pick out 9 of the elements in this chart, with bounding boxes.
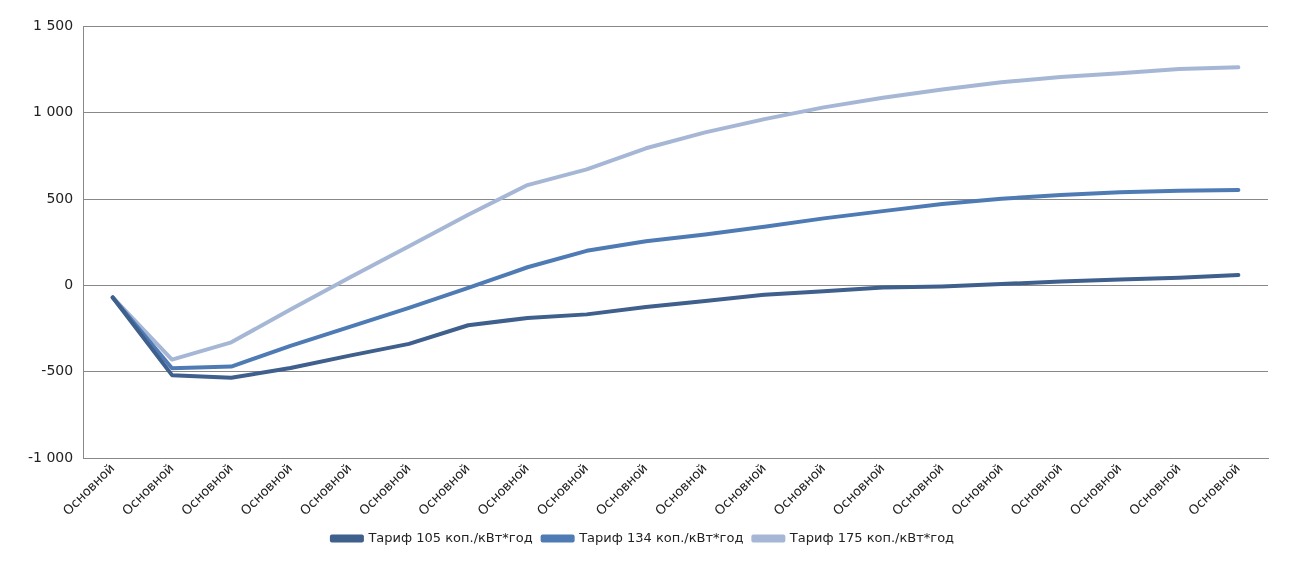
legend-label: Тариф 105 коп./кВт*год — [367, 529, 533, 545]
legend-label: Тариф 134 коп./кВт*год — [578, 529, 744, 545]
y-tick-label: 500 — [46, 189, 74, 206]
y-tick-label: -1 000 — [27, 448, 74, 465]
legend-label: Тариф 175 коп./кВт*год — [788, 529, 955, 545]
y-tick-label: -500 — [41, 362, 74, 379]
y-tick-label: 1 500 — [33, 17, 74, 34]
y-tick-label: 0 — [64, 276, 74, 293]
y-tick-label: 1 000 — [33, 103, 74, 120]
